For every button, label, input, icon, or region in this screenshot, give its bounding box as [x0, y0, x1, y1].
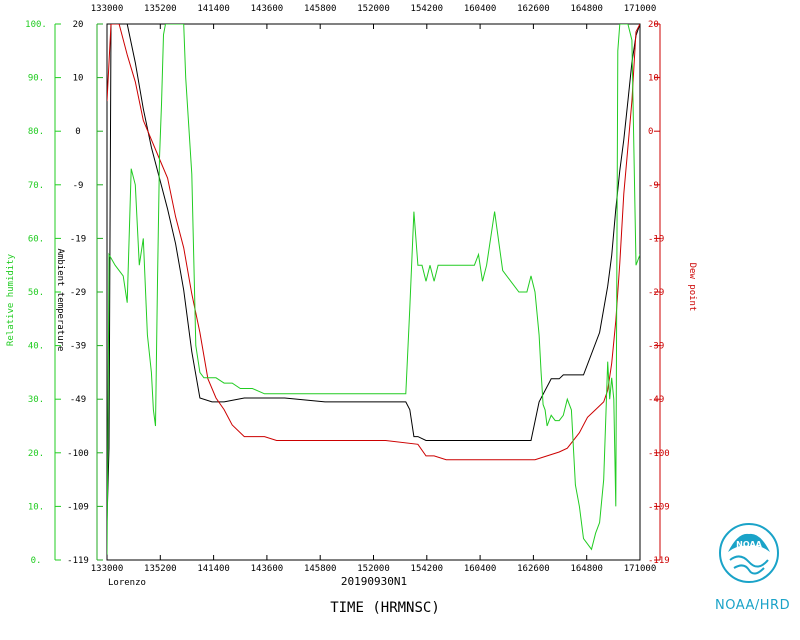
x-tick-label-top: 135200: [144, 4, 177, 14]
dew-axis-title: Dew point: [687, 263, 697, 312]
dew-tick-label: 10: [648, 74, 659, 84]
x-tick-label-top: 164800: [570, 4, 603, 14]
rh-tick-label: 60.: [28, 234, 44, 244]
dew-tick-label: -100: [648, 449, 670, 459]
rh-tick-label: 90.: [28, 74, 44, 84]
x-tick-label-top: 154200: [411, 4, 444, 14]
x-tick-label-top: 160400: [464, 4, 497, 14]
x-axis-title: TIME (HRMNSC): [330, 600, 440, 616]
dew-tick-label: -9: [648, 181, 659, 191]
temp-tick-label: -49: [70, 395, 86, 405]
x-tick-label-top: 171000: [624, 4, 657, 14]
rh-tick-label: 50.: [28, 288, 44, 298]
x-tick-label-bottom: 152000: [357, 564, 390, 574]
x-tick-label-top: 141400: [197, 4, 230, 14]
x-tick-label-bottom: 141400: [197, 564, 230, 574]
x-tick-label-top: 145800: [304, 4, 337, 14]
x-tick-label-bottom: 154200: [411, 564, 444, 574]
dew-tick-label: -19: [648, 234, 664, 244]
x-tick-label-bottom: 135200: [144, 564, 177, 574]
rh-series-line: [107, 24, 640, 555]
rh-tick-label: 20.: [28, 449, 44, 459]
temp-tick-label: -100: [67, 449, 89, 459]
x-tick-label-top: 152000: [357, 4, 390, 14]
rh-tick-label: 40.: [28, 342, 44, 352]
x-tick-label-bottom: 160400: [464, 564, 497, 574]
x-tick-label-bottom: 171000: [624, 564, 657, 574]
x-tick-label-bottom: 145800: [304, 564, 337, 574]
temp-tick-label: -39: [70, 342, 86, 352]
dew-tick-label: -109: [648, 502, 670, 512]
x-tick-label-bottom: 164800: [570, 564, 603, 574]
noaa-logo-icon: NOAA: [719, 523, 779, 583]
rh-tick-label: 30.: [28, 395, 44, 405]
x-tick-label-top: 133000: [91, 4, 124, 14]
temp-axis-title: Ambient temperature: [55, 249, 65, 352]
temp-tick-label: 20: [73, 20, 84, 30]
x-tick-label-top: 143600: [251, 4, 284, 14]
dew-series-line: [107, 24, 640, 461]
rh-axis-title: Relative humidity: [6, 253, 16, 346]
temp-tick-label: -19: [70, 234, 86, 244]
storm-name: Lorenzo: [108, 578, 146, 588]
agency-label: NOAA/HRD: [715, 598, 791, 613]
temp-tick-label: -109: [67, 502, 89, 512]
dew-tick-label: -39: [648, 342, 664, 352]
x-tick-label-top: 162600: [517, 4, 550, 14]
x-tick-label-bottom: 143600: [251, 564, 284, 574]
dew-tick-label: 20: [648, 20, 659, 30]
dew-tick-label: -49: [648, 395, 664, 405]
rh-tick-label: 0.: [31, 556, 42, 566]
rh-tick-label: 100.: [25, 20, 47, 30]
x-tick-label-bottom: 162600: [517, 564, 550, 574]
dew-tick-label: 0: [648, 127, 653, 137]
rh-tick-label: 80.: [28, 127, 44, 137]
rh-tick-label: 10.: [28, 502, 44, 512]
logo-text: NOAA: [736, 540, 762, 549]
dew-tick-label: -119: [648, 556, 670, 566]
temp-tick-label: 0: [75, 127, 80, 137]
temp-tick-label: -9: [73, 181, 84, 191]
temp-tick-label: 10: [73, 74, 84, 84]
dew-tick-label: -29: [648, 288, 664, 298]
temp-tick-label: -29: [70, 288, 86, 298]
flight-id: 20190930N1: [341, 575, 407, 588]
temp-tick-label: -119: [67, 556, 89, 566]
x-tick-label-bottom: 133000: [91, 564, 124, 574]
rh-tick-label: 70.: [28, 181, 44, 191]
